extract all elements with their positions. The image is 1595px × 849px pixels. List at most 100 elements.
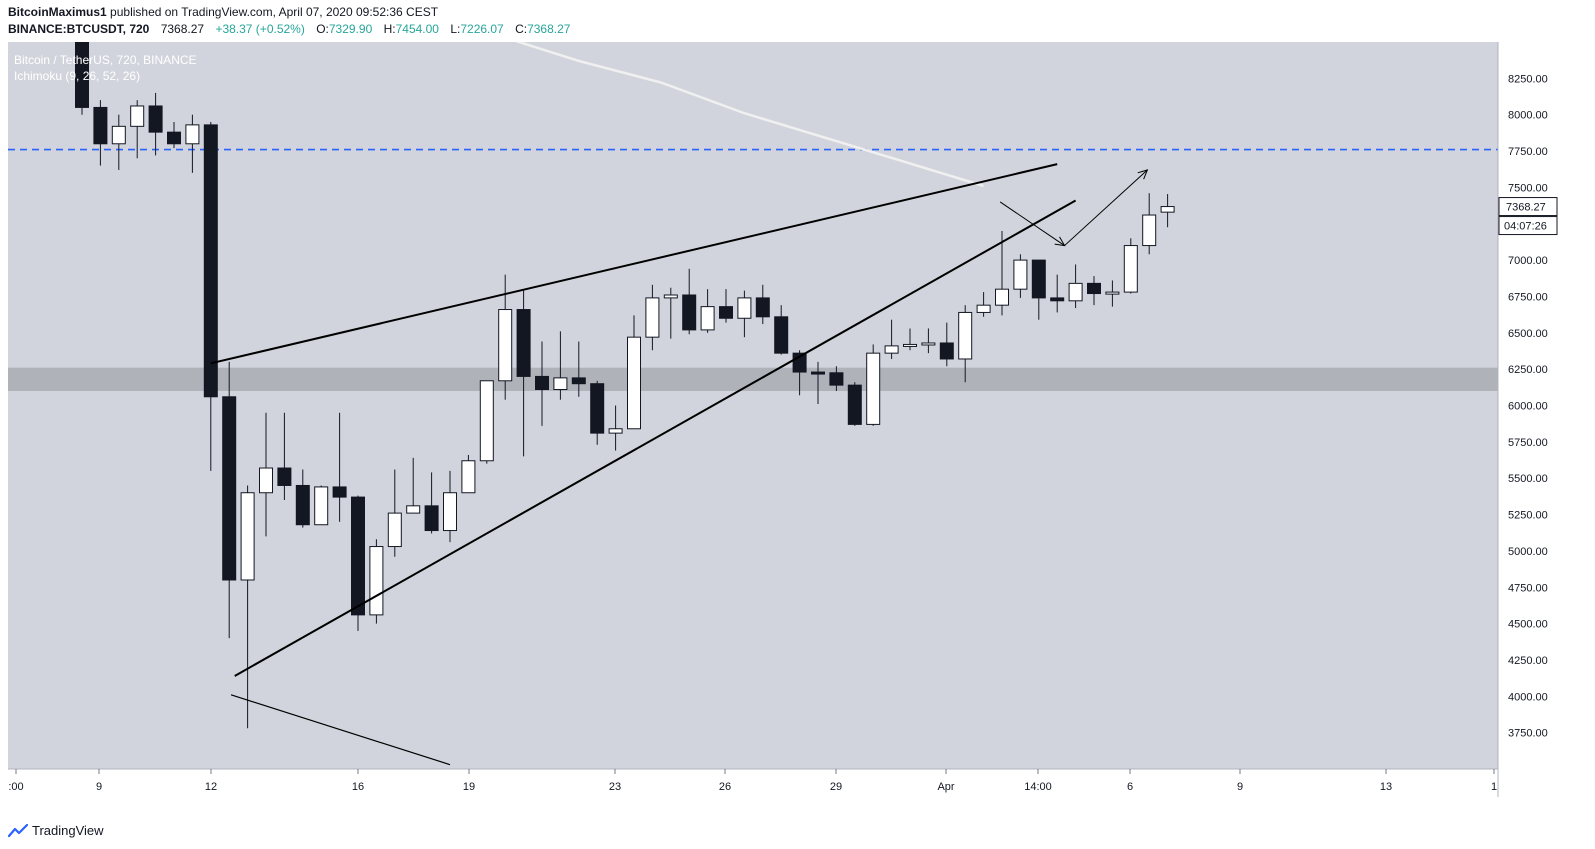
candle[interactable] bbox=[590, 380, 605, 445]
candle[interactable] bbox=[1087, 276, 1101, 306]
candle[interactable] bbox=[479, 380, 494, 464]
candle[interactable] bbox=[811, 361, 825, 405]
support-zone[interactable] bbox=[8, 367, 1498, 391]
candle[interactable] bbox=[645, 284, 660, 351]
candle[interactable] bbox=[277, 412, 292, 501]
candle[interactable] bbox=[847, 382, 862, 426]
time-tick-label: 29 bbox=[830, 781, 842, 793]
candle[interactable] bbox=[443, 470, 457, 543]
candle[interactable] bbox=[682, 268, 697, 335]
candle[interactable] bbox=[240, 485, 255, 729]
tradingview-logo-icon bbox=[8, 823, 28, 837]
candle-body-down bbox=[755, 297, 770, 318]
candle[interactable] bbox=[111, 114, 126, 170]
candle[interactable] bbox=[406, 457, 421, 514]
candle[interactable] bbox=[222, 361, 237, 639]
price-change: +38.37 (+0.52%) bbox=[215, 22, 305, 36]
plot-area[interactable] bbox=[8, 42, 1498, 769]
candle[interactable] bbox=[259, 412, 273, 537]
candle[interactable] bbox=[700, 289, 715, 333]
chart-header: BitcoinMaximus1 published on TradingView… bbox=[0, 0, 1595, 42]
candle-body-up bbox=[645, 297, 660, 338]
close-label: C: bbox=[515, 22, 528, 36]
candle[interactable] bbox=[866, 344, 881, 426]
candle-body-up bbox=[259, 467, 273, 494]
candle[interactable] bbox=[387, 469, 402, 557]
candle[interactable] bbox=[1160, 194, 1175, 228]
candle-body-down bbox=[332, 486, 347, 498]
candle[interactable] bbox=[608, 405, 623, 451]
candle[interactable] bbox=[535, 341, 549, 426]
time-tick-label: 6 bbox=[1127, 781, 1133, 793]
candle[interactable] bbox=[295, 469, 310, 528]
candle-body-down bbox=[351, 496, 365, 616]
candle[interactable] bbox=[553, 331, 568, 400]
candle[interactable] bbox=[755, 284, 770, 325]
low-value: 7226.07 bbox=[460, 22, 504, 36]
candle[interactable] bbox=[1013, 254, 1028, 298]
candle[interactable] bbox=[1123, 238, 1138, 294]
candle[interactable] bbox=[737, 290, 752, 338]
candle[interactable] bbox=[75, 0, 89, 115]
candle[interactable] bbox=[627, 315, 641, 430]
candle[interactable] bbox=[995, 231, 1009, 316]
candle[interactable] bbox=[774, 305, 789, 355]
candle[interactable] bbox=[976, 292, 991, 317]
open-label: O: bbox=[316, 22, 329, 36]
candle-body-down bbox=[939, 342, 954, 360]
projection-line bbox=[999, 201, 1065, 246]
candle[interactable] bbox=[314, 485, 329, 526]
footer-brand[interactable]: TradingView bbox=[8, 823, 104, 838]
price-tick-label: 5000.00 bbox=[1508, 546, 1548, 558]
time-tick-label: 1 bbox=[1491, 781, 1497, 793]
candle-body-up bbox=[921, 342, 936, 346]
candle[interactable] bbox=[1050, 274, 1065, 313]
candle[interactable] bbox=[1142, 193, 1157, 255]
projection-arrow-up[interactable] bbox=[1064, 169, 1149, 246]
candle[interactable] bbox=[571, 341, 586, 397]
candle[interactable] bbox=[203, 121, 218, 471]
candle[interactable] bbox=[167, 121, 181, 149]
candle[interactable] bbox=[424, 472, 439, 534]
trendline[interactable] bbox=[234, 199, 1077, 677]
candle[interactable] bbox=[461, 454, 476, 494]
candle[interactable] bbox=[369, 539, 384, 624]
candle[interactable] bbox=[958, 305, 973, 383]
time-tick-label: 16 bbox=[352, 781, 364, 793]
candle[interactable] bbox=[719, 289, 733, 323]
symbol-label[interactable]: BINANCE:BTCUSDT, 720 bbox=[8, 22, 150, 36]
time-axis[interactable]: :00 9 12 16 19 23 26 29 Apr 14:00 6 9 13 1 bbox=[8, 769, 1497, 793]
candle-body-up bbox=[1105, 291, 1120, 295]
price-tick-label: 3750.00 bbox=[1508, 728, 1548, 740]
candle[interactable] bbox=[1068, 264, 1083, 309]
indicator-legend[interactable]: Ichimoku (9, 26, 52, 26) bbox=[14, 69, 140, 83]
candle[interactable] bbox=[351, 495, 365, 631]
publish-line: BitcoinMaximus1 published on TradingView… bbox=[8, 5, 438, 19]
candle[interactable] bbox=[516, 290, 531, 457]
candle[interactable] bbox=[498, 274, 513, 400]
candle[interactable] bbox=[663, 287, 678, 339]
trendline[interactable] bbox=[230, 694, 451, 766]
candle[interactable] bbox=[903, 328, 917, 351]
candle[interactable] bbox=[93, 100, 108, 166]
candle[interactable] bbox=[1105, 280, 1120, 307]
candle[interactable] bbox=[829, 366, 844, 391]
candle-body-up bbox=[663, 294, 678, 299]
moving-average-line[interactable] bbox=[496, 35, 984, 188]
candle[interactable] bbox=[939, 322, 954, 367]
candle-body-up bbox=[1123, 245, 1138, 293]
candle[interactable] bbox=[148, 92, 163, 156]
candle[interactable] bbox=[921, 328, 936, 354]
candle[interactable] bbox=[130, 100, 145, 159]
trendline[interactable] bbox=[210, 163, 1058, 365]
candle-body-down bbox=[167, 131, 181, 145]
candle[interactable] bbox=[1031, 259, 1046, 320]
candle[interactable] bbox=[332, 412, 347, 522]
price-tick-label: 8250.00 bbox=[1508, 73, 1548, 85]
author-name[interactable]: BitcoinMaximus1 bbox=[8, 5, 107, 19]
price-tick-label: 6250.00 bbox=[1508, 364, 1548, 376]
candle-body-down bbox=[424, 505, 439, 532]
candle[interactable] bbox=[185, 114, 200, 173]
candle[interactable] bbox=[884, 319, 899, 359]
